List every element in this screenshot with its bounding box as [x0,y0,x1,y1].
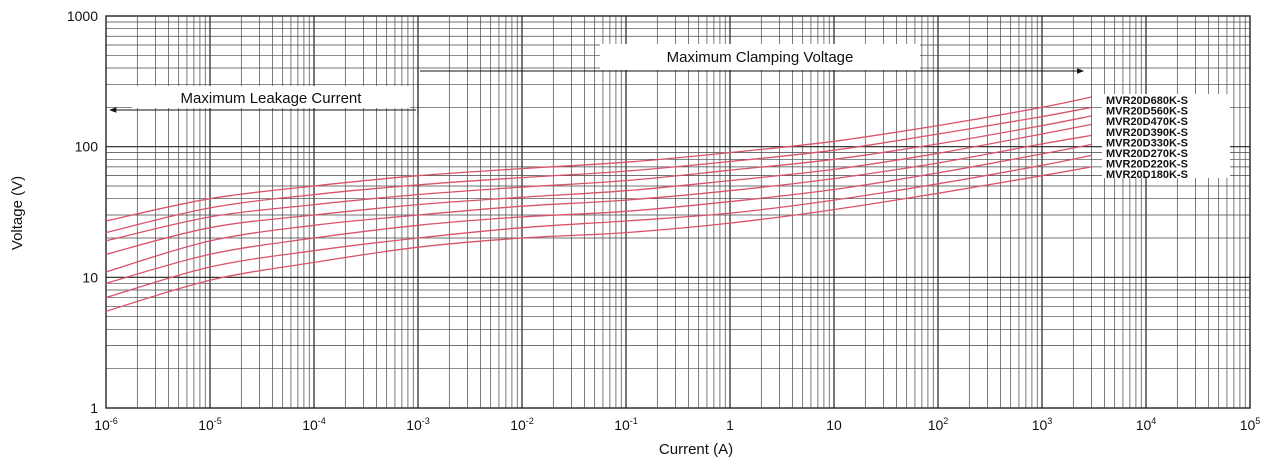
legend-label: MVR20D680K-S [1106,95,1188,107]
leakage-label-bg [132,86,410,108]
annotations: Maximum Leakage Current Maximum Clamping … [109,44,1085,116]
legend-background [1102,94,1230,178]
x-tick-label: 102 [928,416,949,433]
x-tick-label: 10-1 [614,416,638,433]
series-line-mvr20d180k-s [105,166,1092,312]
series-line-mvr20d330k-s [105,134,1092,273]
series-line-mvr20d220k-s [105,154,1092,299]
clamping-label-bg [600,44,920,70]
x-tick-label: 10-3 [406,416,430,433]
series-line-mvr20d270k-s [105,143,1092,284]
tick-labels: 10-6 10-5 10-4 10-3 10-2 10-1 1 10 102 103 104 105 1… [67,8,1260,433]
grid [105,15,1251,409]
x-tick-label: 10 [826,417,842,433]
x-axis-title: Current (A) [659,441,733,458]
legend-label: MVR20D220K-S [1106,159,1188,171]
legend-label: MVR20D470K-S [1106,116,1188,128]
legend-label: MVR20D560K-S [1106,106,1188,118]
x-tick-label: 105 [1240,416,1261,433]
y-tick-label: 1 [90,400,98,416]
x-tick-label: 103 [1032,416,1053,433]
clamping-annotation: Maximum Clamping Voltage [667,49,854,66]
x-tick-label: 1 [726,417,734,433]
series-line-mvr20d680k-s [105,96,1092,222]
legend-label: MVR20D270K-S [1106,148,1188,160]
leakage-annotation: Maximum Leakage Current [181,90,363,107]
y-tick-label: 100 [75,139,99,155]
y-tick-label: 10 [82,269,98,285]
series-line-mvr20d470k-s [105,115,1092,242]
series-line-mvr20d390k-s [105,123,1092,255]
x-tick-label: 104 [1136,416,1157,433]
series-line-mvr20d560k-s [105,106,1092,234]
y-tick-label: 1000 [67,8,98,24]
legend-label: MVR20D390K-S [1106,127,1188,139]
legend-label: MVR20D180K-S [1106,169,1188,181]
series-lines [105,96,1092,312]
x-tick-label: 10-4 [302,416,326,433]
x-tick-label: 10-2 [510,416,534,433]
legend: MVR20D680K-SMVR20D560K-SMVR20D470K-SMVR2… [1102,94,1230,181]
plot-frame [105,15,1251,409]
x-tick-label: 10-5 [198,416,222,433]
y-axis-title: Voltage (V) [9,176,26,250]
x-tick-label: 10-6 [94,416,118,433]
legend-label: MVR20D330K-S [1106,137,1188,149]
